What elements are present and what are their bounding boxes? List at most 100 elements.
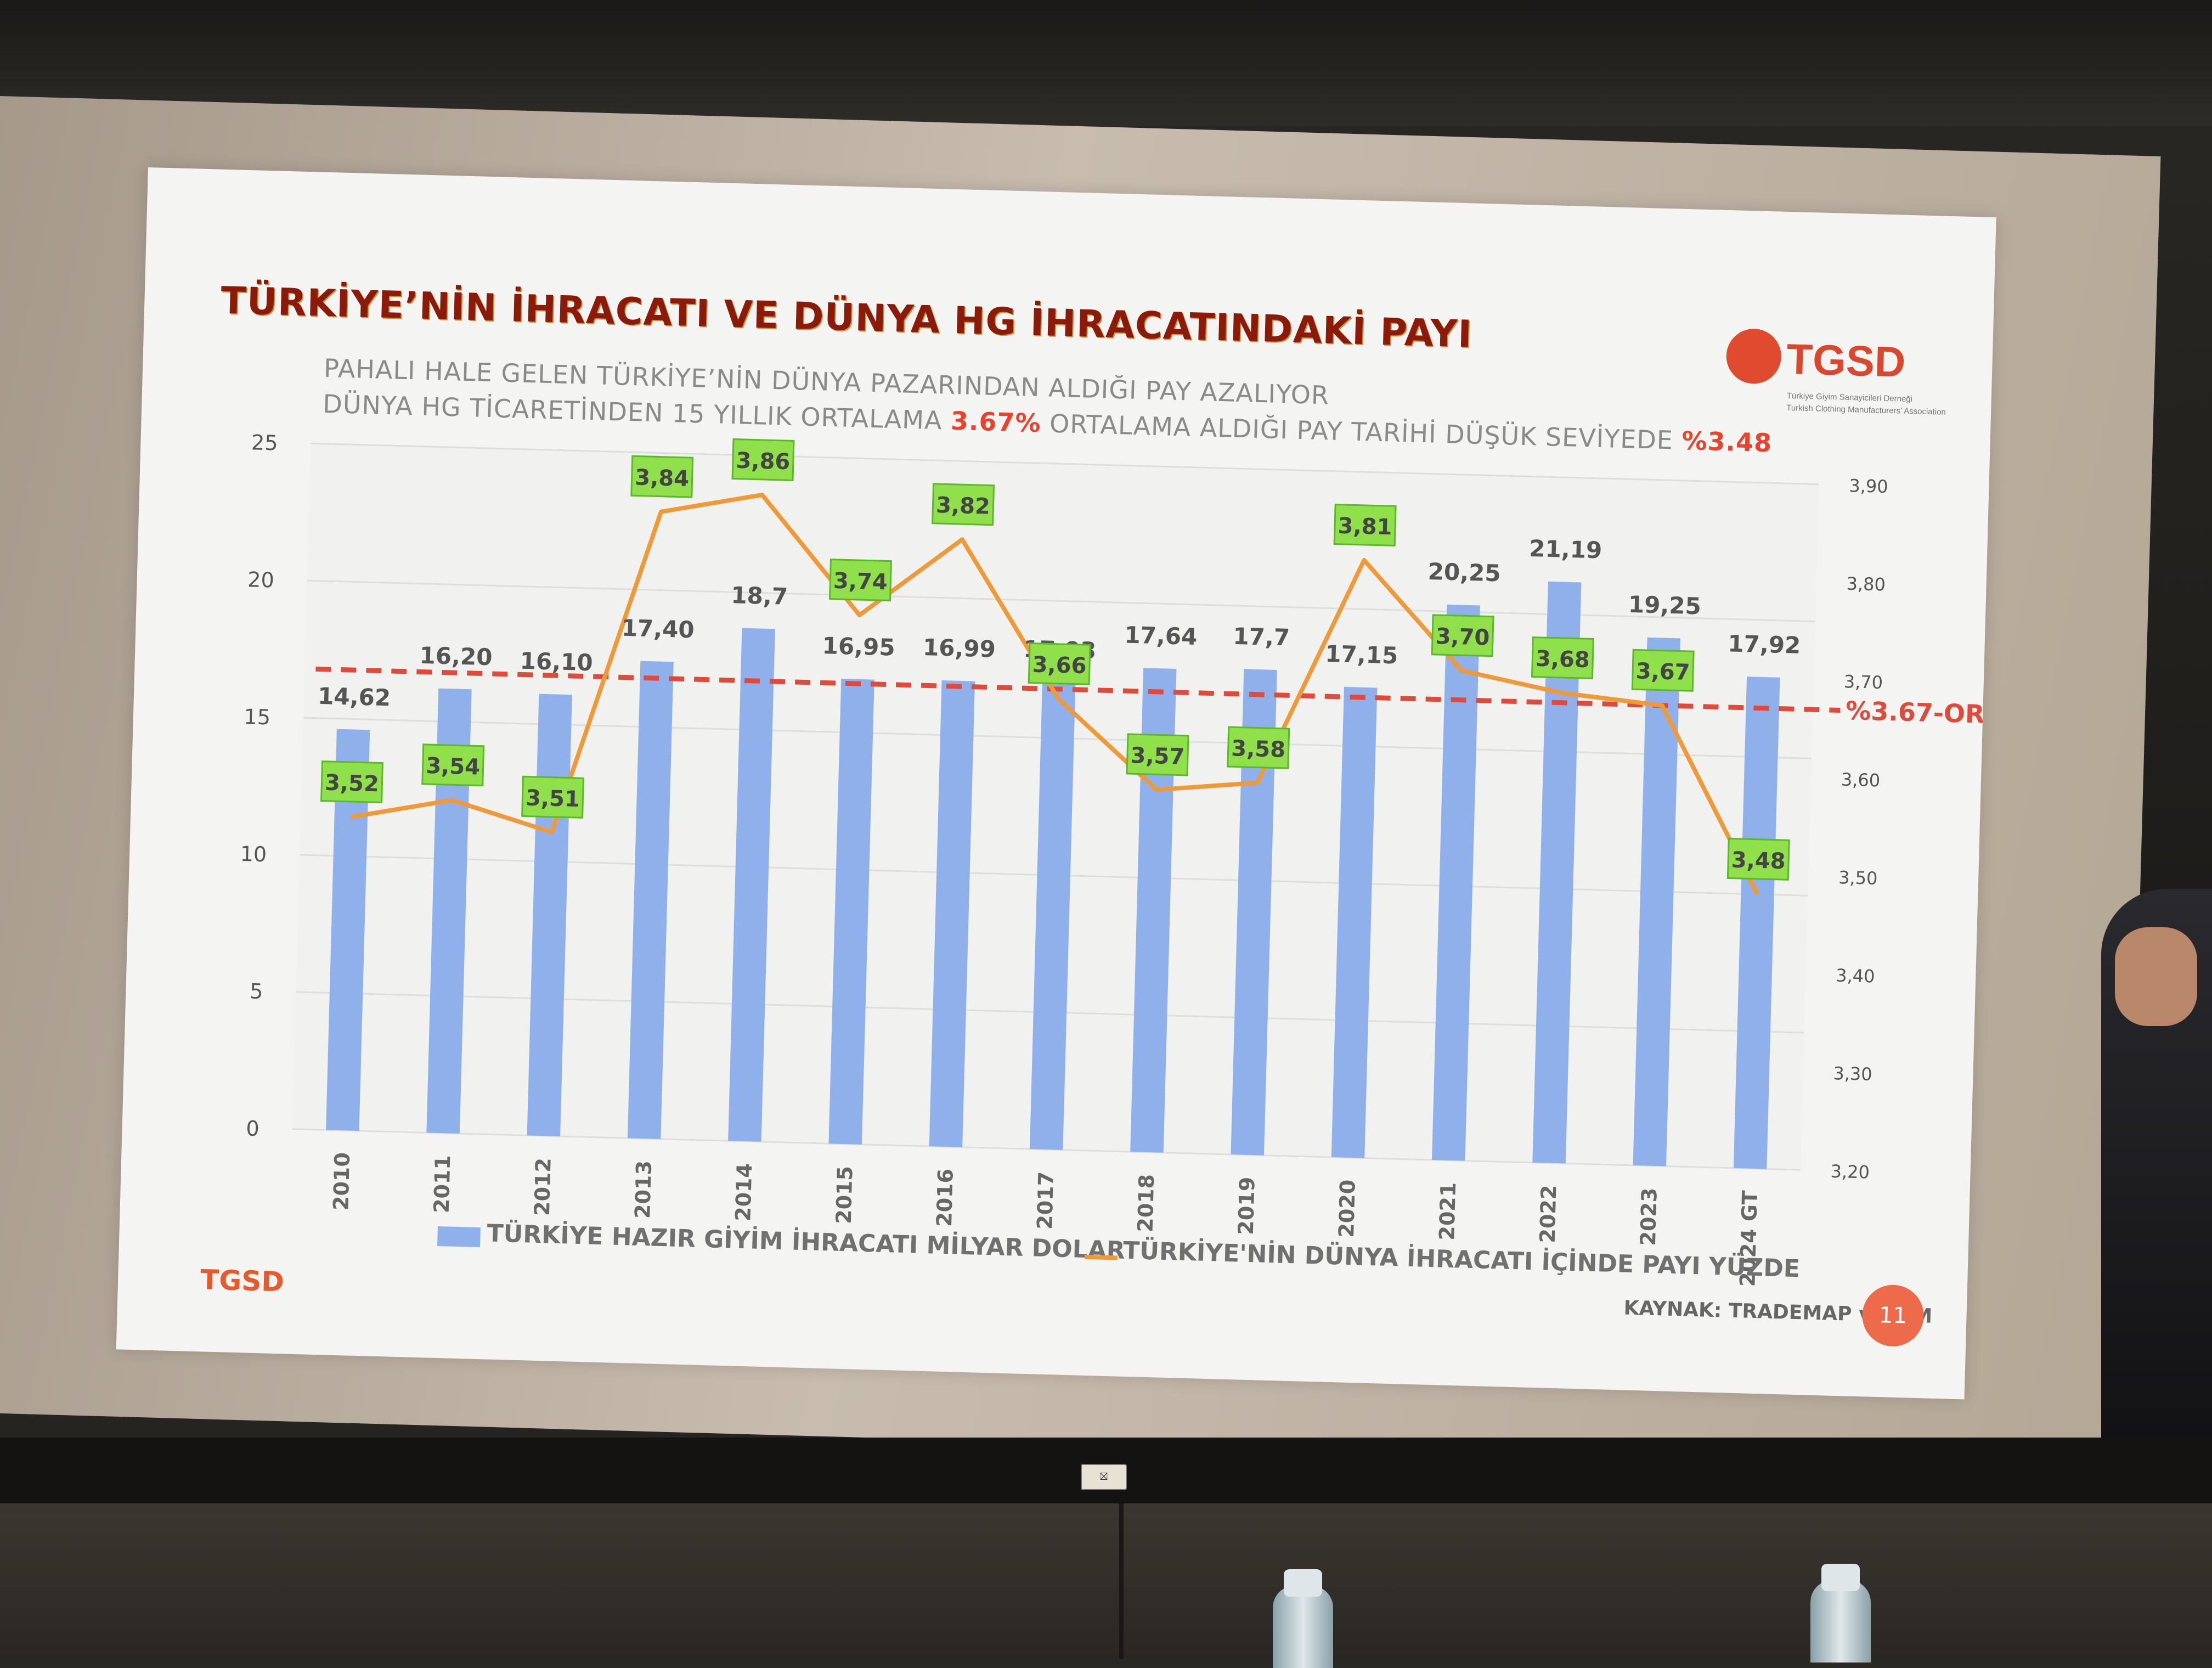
- bar-2011: [426, 688, 472, 1134]
- water-bottle: [1273, 1586, 1333, 1668]
- line-label-box: [828, 559, 892, 602]
- bottle-cap: [1821, 1564, 1860, 1591]
- bottle-cap: [1284, 1569, 1322, 1597]
- x-tick-label: 2024 GT: [1735, 1190, 1762, 1287]
- line-value-label: 3,52: [324, 770, 379, 797]
- line-label-box: [521, 775, 585, 819]
- line-label-box: [1126, 733, 1189, 776]
- presenter-hand: [2115, 927, 2197, 1026]
- line-value-label: 3,67: [1635, 658, 1690, 685]
- legend-line-swatch: [1084, 1254, 1118, 1260]
- line-value-label: 3,74: [833, 568, 888, 595]
- bar-value-label: 17,92: [1728, 630, 1801, 659]
- bar-2017: [1029, 681, 1076, 1150]
- bar-2024 GT: [1733, 677, 1780, 1169]
- line-value-label: 3,54: [426, 753, 481, 780]
- y-right-tick-label: 3,60: [1841, 769, 1880, 791]
- chart-area: 0 5 10 15 20 25 3,20 3,30 3,40 3,50 3,60 3,70 3,80 3,…: [240, 430, 1996, 1287]
- bar-value-label: 21,19: [1529, 535, 1602, 564]
- bar-2019: [1231, 669, 1277, 1156]
- y-left-tick-label: 0: [246, 1116, 259, 1141]
- line-value-label: 3,57: [1130, 743, 1185, 770]
- bar-value-label: 14,62: [318, 683, 391, 712]
- y-right-tick-label: 3,70: [1843, 671, 1883, 693]
- bar-2021: [1432, 604, 1480, 1161]
- line-value-label: 3,58: [1231, 736, 1286, 763]
- y-right-tick-label: 3,50: [1838, 867, 1878, 889]
- x-tick-label: 2016: [932, 1168, 958, 1227]
- y-left-tick-label: 20: [247, 567, 275, 592]
- table: [0, 1503, 2212, 1659]
- y-right-tick-label: 3,40: [1836, 965, 1875, 987]
- line-label-box: [1028, 642, 1091, 685]
- y-left-tick-label: 5: [250, 979, 263, 1004]
- bar-value-label: 16,20: [419, 642, 493, 671]
- y-left-tick-label: 25: [251, 430, 279, 455]
- bar-2016: [929, 680, 975, 1147]
- bar-value-label: 20,25: [1427, 558, 1501, 587]
- line-label-box: [1531, 636, 1594, 679]
- x-tick-label: 2023: [1636, 1187, 1662, 1246]
- x-tick-label: 2020: [1334, 1179, 1360, 1238]
- x-tick-label: 2021: [1435, 1182, 1460, 1241]
- average-line-label: %3.67-ORT: [1846, 696, 1996, 730]
- bar-2023: [1633, 637, 1681, 1167]
- bar-value-label: 17,7: [1233, 623, 1290, 651]
- y-right-tick-label: 3,80: [1846, 573, 1886, 595]
- presentation-slide: TÜRKİYE’NİN İHRACATI VE DÜNYA HG İHRACAT…: [116, 167, 1996, 1400]
- line-value-label: 3,84: [635, 465, 690, 492]
- line-label-box: [932, 483, 995, 526]
- bar-value-label: 16,95: [822, 632, 895, 661]
- line-value-label: 3,66: [1032, 652, 1087, 679]
- x-tick-label: 2010: [329, 1152, 354, 1211]
- line-value-label: 3,48: [1731, 848, 1786, 875]
- line-value-label: 3,51: [526, 785, 580, 812]
- x-tick-label: 2019: [1234, 1176, 1260, 1235]
- bar-value-label: 16,99: [922, 634, 996, 663]
- bar-value-label: 18,7: [731, 582, 788, 610]
- bar-2015: [828, 679, 874, 1145]
- table-seam: [1119, 1503, 1124, 1659]
- y-right-tick-label: 3,90: [1849, 475, 1888, 497]
- line-value-label: 3,81: [1338, 514, 1392, 540]
- x-tick-label: 2011: [430, 1155, 455, 1214]
- x-tick-label: 2018: [1133, 1174, 1159, 1232]
- bar-2022: [1532, 581, 1582, 1164]
- bar-2013: [627, 661, 674, 1139]
- y-left-tick-label: 15: [244, 705, 271, 729]
- bar-2014: [728, 628, 775, 1142]
- line-value-label: 3,82: [936, 493, 991, 520]
- y-right-tick-label: 3,20: [1830, 1161, 1870, 1183]
- y-right-tick-label: 3,30: [1833, 1063, 1872, 1085]
- bar-value-label: 17,40: [621, 615, 695, 644]
- bar-value-label: 16,10: [520, 647, 593, 677]
- bar-value-label: 17,64: [1124, 621, 1198, 650]
- line-label-box: [630, 455, 694, 498]
- share-line: [351, 492, 1760, 895]
- x-tick-label: 2014: [731, 1163, 757, 1221]
- bar-value-label: 17,15: [1325, 640, 1398, 669]
- line-label-box: [320, 760, 384, 804]
- room-wall: [0, 0, 2212, 126]
- bar-value-label: 19,25: [1628, 591, 1701, 620]
- water-bottle: [1810, 1580, 1871, 1663]
- footer-brand: TGSD: [200, 1264, 285, 1298]
- x-tick-label: 2017: [1032, 1171, 1058, 1230]
- bar-2020: [1331, 686, 1378, 1158]
- legend-bar-swatch: [437, 1226, 481, 1248]
- x-tick-label: 2022: [1536, 1185, 1561, 1243]
- x-tick-label: 2012: [530, 1158, 556, 1216]
- line-label-box: [1726, 837, 1790, 881]
- gridline: [311, 442, 1819, 486]
- line-value-label: 3,68: [1535, 646, 1590, 673]
- line-value-label: 3,86: [736, 448, 791, 475]
- x-tick-label: 2013: [630, 1160, 656, 1219]
- y-left-tick-label: 10: [240, 842, 267, 866]
- line-label-box: [1431, 614, 1494, 657]
- line-label-box: [1227, 726, 1290, 769]
- line-label-box: [1333, 503, 1397, 546]
- line-value-label: 3,70: [1435, 624, 1490, 651]
- x-tick-label: 2015: [832, 1165, 857, 1224]
- bar-2010: [326, 729, 370, 1131]
- line-label-box: [421, 743, 485, 787]
